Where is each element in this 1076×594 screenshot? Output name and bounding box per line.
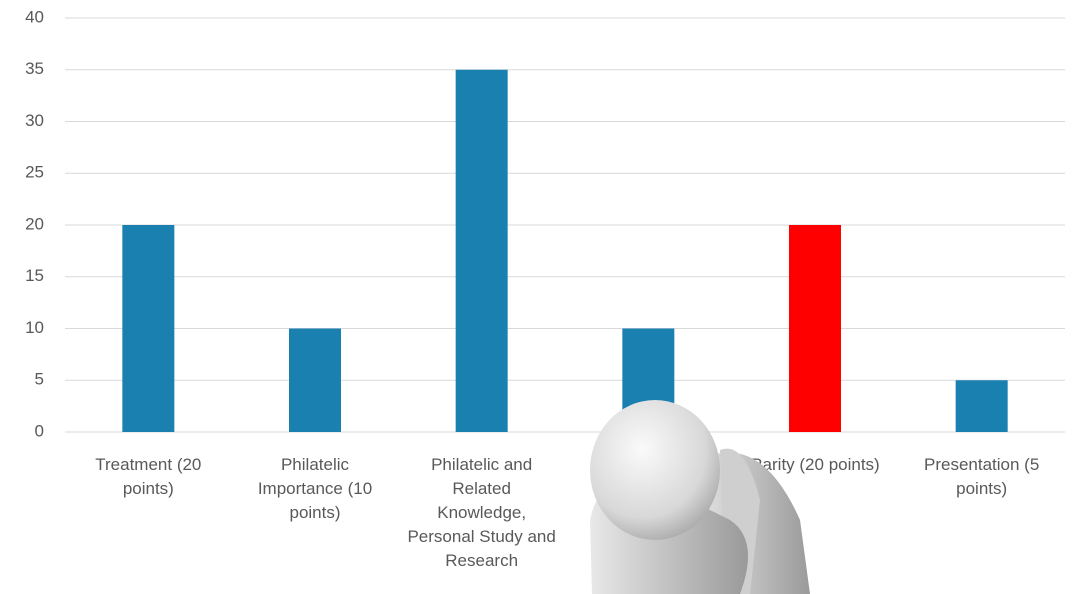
y-tick-label: 30: [25, 111, 44, 130]
bar: [955, 380, 1008, 432]
y-tick-label: 0: [35, 421, 44, 440]
x-tick-label: Rarity (20 points): [750, 455, 880, 474]
bar: [789, 225, 841, 432]
bar: [622, 328, 675, 432]
y-tick-label: 25: [25, 163, 44, 182]
y-tick-label: 35: [25, 59, 44, 78]
bar: [289, 328, 341, 432]
y-tick-label: 10: [25, 318, 44, 337]
x-tick-label: Philatelic and Related Knowledge, Person…: [407, 455, 556, 570]
x-tick-label: Treatment (20 points): [95, 455, 202, 498]
x-tick-label: C: [642, 455, 655, 474]
y-tick-label: 40: [25, 7, 44, 26]
y-tick-label: 20: [25, 214, 44, 233]
y-tick-label: 5: [35, 370, 44, 389]
bar: [122, 225, 175, 432]
x-tick-label: Presentation (5 points): [924, 455, 1040, 498]
y-tick-label: 15: [25, 266, 44, 285]
bar: [455, 69, 508, 432]
x-tick-label: Philatelic Importance (10 points): [257, 455, 373, 522]
